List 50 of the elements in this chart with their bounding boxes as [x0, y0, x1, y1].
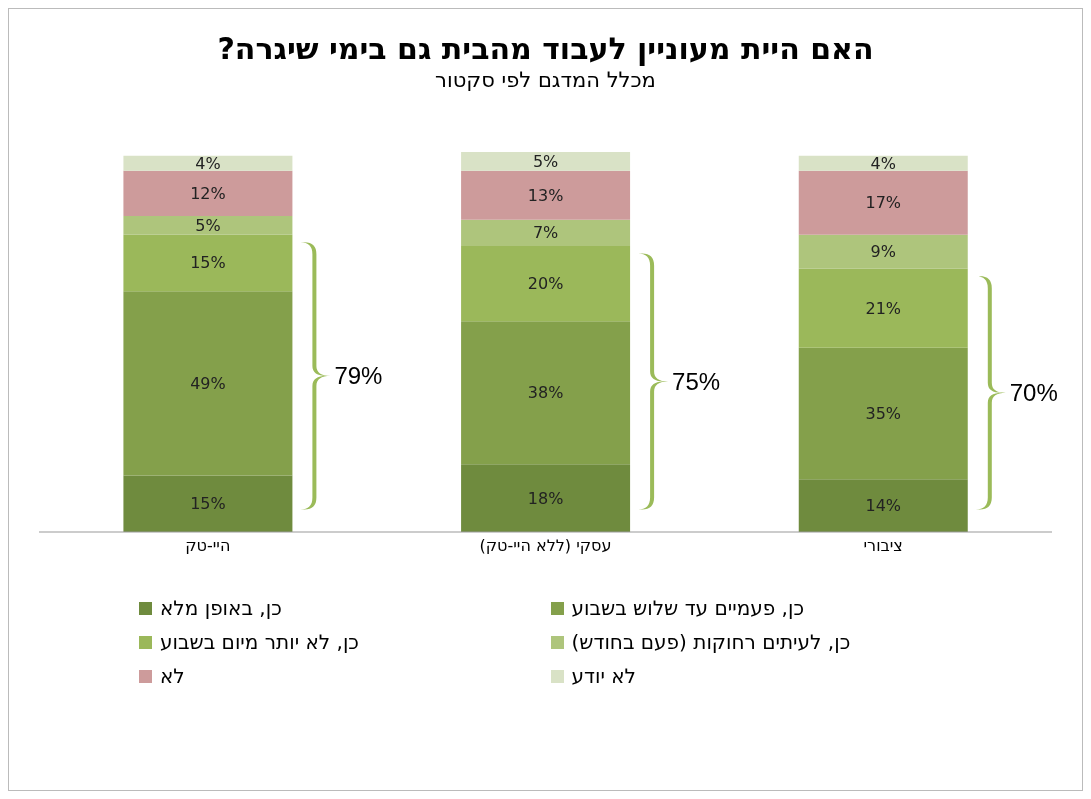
data-label: 18% [527, 488, 564, 508]
data-label: 7% [532, 223, 559, 243]
annotation: 70% [1009, 379, 1058, 407]
legend-label: כן, באופן מלא [160, 596, 282, 620]
bar [798, 170, 968, 235]
data-label: 17% [865, 193, 902, 213]
bar [798, 155, 968, 171]
bar [461, 246, 631, 322]
legend-label: לא יודע [571, 664, 636, 688]
annotation: 79% [334, 362, 383, 390]
chart-subtitle: מכלל המדגם לפי סקטור [434, 68, 657, 92]
legend-label: כן, פעמיים עד שלוש בשבוע [571, 596, 804, 620]
bar [123, 155, 293, 171]
legend-label: כן, לעיתים רחוקות (פעם בחודש) [571, 630, 851, 654]
data-label: 21% [865, 298, 902, 318]
bar [123, 215, 293, 235]
data-label: 13% [527, 185, 564, 205]
annotation: 75% [672, 368, 721, 395]
data-label: 20% [527, 274, 564, 294]
x-tick-label: עסקי (ללא היי-טק) [479, 536, 612, 556]
bar [123, 170, 293, 216]
bar [123, 475, 293, 532]
data-label: 35% [865, 403, 902, 423]
bar [798, 347, 968, 480]
data-label: 15% [190, 494, 226, 514]
data-label: 5% [532, 151, 559, 171]
bar [461, 170, 631, 220]
legend-label: כן, לא יותר מיום בשבוע [160, 630, 359, 654]
bar [461, 219, 631, 247]
data-label: 49% [190, 373, 226, 393]
bar [461, 464, 631, 532]
data-label: 12% [190, 183, 226, 203]
legend-label: לא [160, 664, 185, 688]
data-label: 4% [870, 153, 896, 173]
bar [461, 321, 631, 465]
bar [123, 291, 293, 476]
data-label: 14% [865, 496, 902, 516]
bar [461, 152, 631, 171]
chart-title: האם היית מעוניין לעבוד מהבית גם בימי שיגרה? [216, 31, 875, 66]
bar [798, 234, 968, 269]
data-label: 38% [527, 383, 564, 403]
data-label: 4% [195, 153, 221, 173]
bar [798, 479, 968, 532]
data-label: 15% [190, 253, 226, 273]
data-label: 5% [195, 215, 221, 235]
x-tick-label: ציבורי [863, 536, 903, 556]
bar [123, 234, 293, 292]
bar [798, 268, 968, 348]
x-tick-label: היי-טק [185, 536, 231, 556]
data-label: 9% [870, 242, 896, 262]
